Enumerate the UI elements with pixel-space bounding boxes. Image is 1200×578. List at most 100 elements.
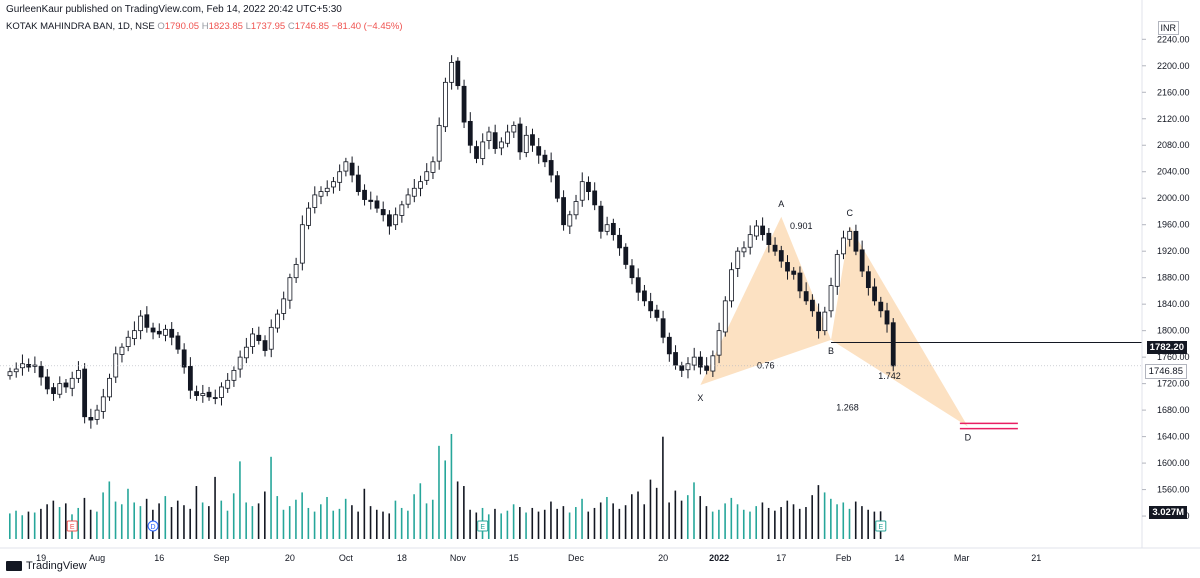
volume-bar bbox=[33, 512, 36, 539]
candle-body bbox=[169, 328, 175, 338]
candle bbox=[467, 112, 473, 154]
candle bbox=[530, 128, 535, 152]
footer-brand[interactable]: TradingView bbox=[6, 560, 87, 572]
candle bbox=[69, 371, 75, 397]
price-tick-label: 2160.00 bbox=[1157, 87, 1190, 97]
candle-body bbox=[517, 123, 523, 153]
candle bbox=[648, 292, 654, 319]
volume-bar bbox=[811, 495, 813, 539]
volume-bar bbox=[587, 511, 590, 539]
candle-body bbox=[13, 368, 19, 373]
candle-body bbox=[374, 200, 380, 209]
candle bbox=[461, 79, 467, 129]
candle-body bbox=[7, 371, 13, 377]
candle bbox=[642, 284, 647, 307]
price-tick-label: 2040.00 bbox=[1157, 167, 1190, 177]
candle bbox=[293, 257, 299, 283]
volume-bar bbox=[612, 503, 614, 539]
candle-body bbox=[828, 285, 834, 312]
volume-bar bbox=[77, 507, 80, 539]
candle-body bbox=[729, 269, 734, 302]
candle bbox=[486, 126, 492, 150]
candle bbox=[785, 255, 790, 280]
volume-bar bbox=[139, 506, 142, 539]
pattern-ratio-label: 1.268 bbox=[836, 403, 859, 413]
candle bbox=[847, 227, 853, 247]
volume-bar bbox=[525, 512, 527, 539]
candle bbox=[181, 343, 187, 374]
price-tick-label: 2200.00 bbox=[1157, 61, 1190, 71]
candle bbox=[884, 302, 890, 333]
volume-bar bbox=[257, 503, 260, 539]
candle bbox=[834, 249, 840, 295]
volume-bar bbox=[276, 496, 279, 539]
volume-bar bbox=[469, 509, 471, 539]
volume-bar bbox=[338, 508, 341, 539]
candle-body bbox=[754, 225, 759, 237]
candle-body bbox=[841, 237, 846, 255]
high-label: H bbox=[201, 21, 209, 32]
pattern-bcd-triangle bbox=[831, 226, 968, 427]
volume-bar bbox=[326, 496, 328, 539]
candle bbox=[131, 321, 137, 346]
candle-body bbox=[225, 379, 231, 389]
candle bbox=[592, 182, 598, 211]
volume-bar bbox=[854, 501, 857, 539]
candle bbox=[156, 323, 162, 338]
time-tick-label: 15 bbox=[509, 553, 519, 563]
candle-body bbox=[679, 365, 685, 371]
candle bbox=[175, 331, 181, 354]
volume-bar bbox=[780, 507, 782, 539]
candle bbox=[331, 177, 336, 194]
volume-bar bbox=[158, 503, 160, 539]
candle bbox=[567, 210, 573, 234]
volume-bar bbox=[239, 461, 241, 539]
volume-bar bbox=[693, 482, 695, 539]
symbol-name[interactable]: KOTAK MAHINDRA BAN, 1D, NSE bbox=[6, 21, 155, 32]
time-tick-label: Aug bbox=[89, 553, 105, 563]
candle-body bbox=[772, 244, 778, 252]
volume-bar bbox=[562, 506, 565, 539]
volume-bar bbox=[593, 507, 596, 539]
volume-bar bbox=[749, 511, 751, 539]
price-tick-label: 1600.00 bbox=[1157, 458, 1190, 468]
event-marker-icon[interactable]: D bbox=[147, 520, 159, 532]
candle bbox=[393, 207, 399, 231]
volume-bar bbox=[786, 500, 789, 539]
volume-bar bbox=[842, 502, 845, 539]
volume-bar bbox=[463, 486, 465, 539]
candle bbox=[262, 335, 268, 357]
candle-body bbox=[125, 336, 131, 347]
currency-badge[interactable]: INR bbox=[1157, 21, 1179, 35]
candle bbox=[380, 201, 386, 222]
candle-body bbox=[262, 340, 268, 351]
candle bbox=[287, 273, 293, 309]
brand-name: TradingView bbox=[26, 560, 87, 572]
candle bbox=[654, 304, 660, 322]
volume-bar bbox=[363, 488, 366, 539]
candles bbox=[7, 55, 896, 429]
candle-body bbox=[362, 189, 367, 200]
candle-body bbox=[237, 356, 243, 370]
volume-bar bbox=[183, 505, 185, 539]
candle bbox=[387, 210, 392, 235]
volume-bar bbox=[599, 502, 602, 539]
candle bbox=[754, 220, 759, 240]
candle-body bbox=[785, 262, 790, 272]
event-marker-icon[interactable]: E bbox=[66, 520, 78, 532]
candle bbox=[13, 362, 19, 378]
candle-body bbox=[747, 234, 753, 248]
candle bbox=[206, 386, 212, 401]
candle-body bbox=[884, 310, 890, 325]
candle-body bbox=[735, 250, 741, 269]
candle bbox=[797, 266, 803, 299]
publisher-line: GurleenKaur published on TradingView.com… bbox=[6, 4, 342, 15]
event-marker-icon[interactable]: E bbox=[875, 520, 887, 532]
event-marker-icon[interactable]: E bbox=[477, 520, 489, 532]
candle-body bbox=[834, 254, 840, 287]
candle-body bbox=[380, 209, 386, 216]
candle bbox=[523, 126, 529, 158]
candle bbox=[442, 77, 448, 133]
candle-body bbox=[666, 336, 672, 355]
